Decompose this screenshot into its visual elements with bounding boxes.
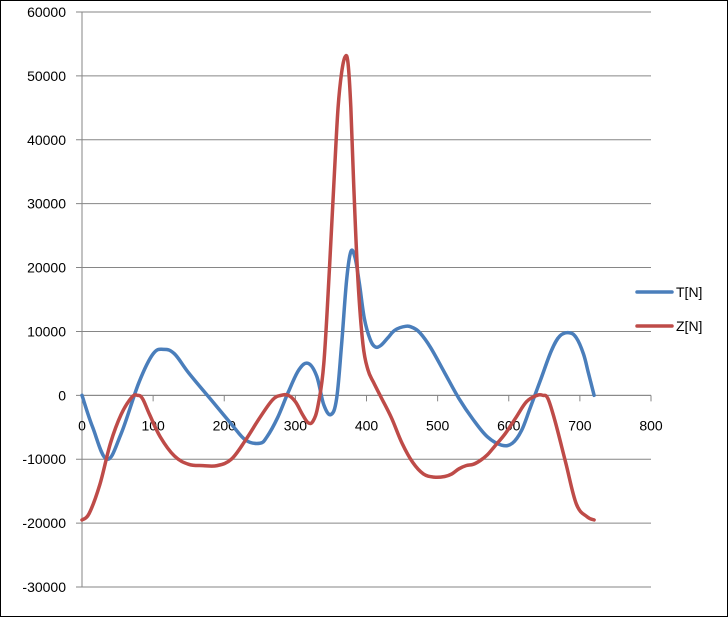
y-tick-label: -20000: [22, 515, 66, 531]
y-tick-label: 50000: [27, 68, 66, 84]
y-tick-label: 10000: [27, 323, 66, 339]
y-tick-label: 20000: [27, 260, 66, 276]
series-lines: [80, 53, 596, 522]
legend-label-tn: T[N]: [676, 284, 702, 300]
y-tick-label: 60000: [27, 4, 66, 20]
y-tick-label: -10000: [22, 451, 66, 467]
x-tick-label: 300: [284, 417, 308, 433]
y-tick-label: 30000: [27, 196, 66, 212]
y-tick-label: -30000: [22, 579, 66, 595]
x-tick-label: 500: [426, 417, 450, 433]
legend: T[N] Z[N]: [635, 284, 702, 334]
y-tick-label: 40000: [27, 132, 66, 148]
x-tick-label: 0: [78, 417, 86, 433]
x-tick-label: 700: [568, 417, 592, 433]
y-tick-labels: -30000 -20000 -10000 0 10000 20000 30000 40000 5…: [22, 4, 66, 595]
x-axis: [81, 12, 652, 587]
x-tick-labels: 0 100 200 300 400 500 600 700 800: [78, 417, 663, 433]
y-tick-label: 0: [58, 387, 66, 403]
series-line-zn: [80, 53, 596, 522]
x-tick-label: 800: [639, 417, 663, 433]
x-tick-label: 400: [355, 417, 379, 433]
gridlines: [76, 11, 651, 588]
legend-label-zn: Z[N]: [676, 318, 702, 334]
